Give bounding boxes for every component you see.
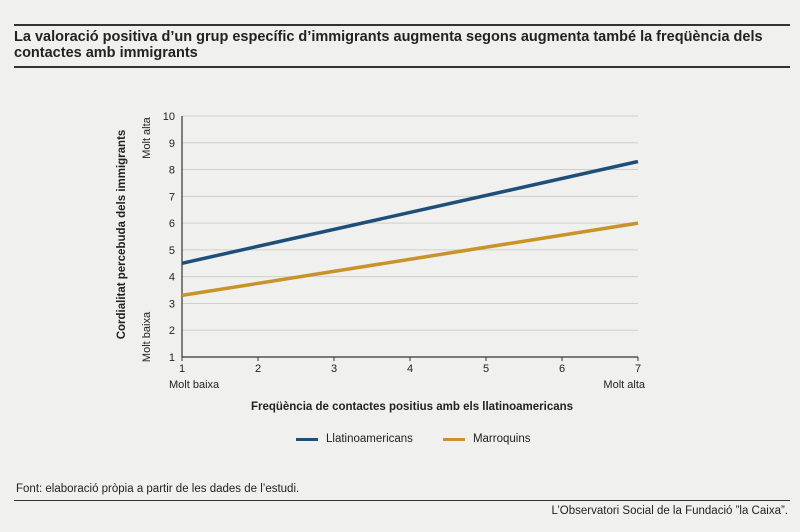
series-line-2	[181, 221, 639, 298]
x-tick-label: 3	[331, 363, 337, 375]
title-rule	[14, 66, 790, 68]
chart-legend: Llatinoamericans Marroquins	[296, 433, 560, 445]
x-tick-label: 4	[407, 363, 413, 375]
x-axis-title: Freqüència de contactes positius amb els…	[251, 401, 573, 413]
legend-swatch-llatinoamericans	[296, 437, 318, 441]
bottom-rule	[14, 500, 790, 501]
chart-title: La valoració positiva d’un grup específi…	[14, 29, 763, 61]
credit-line: L’Observatori Social de la Fundació ”la …	[551, 505, 788, 517]
x-tick-label: 2	[255, 363, 261, 375]
y-axis-title: Cordialitat percebuda dels immigrants	[116, 130, 128, 340]
x-axis-ticks: 1 2 3 4 5 6 7	[179, 357, 641, 375]
source-note: Font: elaboració pròpia a partir de les …	[16, 483, 300, 495]
x-tick-label: 5	[483, 363, 489, 375]
y-tick-label: 6	[169, 218, 175, 230]
x-tick-label: 7	[635, 363, 641, 375]
x-tick-label: 6	[559, 363, 565, 375]
top-rule	[14, 24, 790, 26]
y-tick-label: 7	[169, 191, 175, 203]
y-tick-label: 1	[169, 352, 175, 364]
y-tick-label: 2	[169, 325, 175, 337]
legend-label-marroquins: Marroquins	[472, 433, 531, 445]
legend-item-marroquins: Marroquins	[442, 433, 531, 445]
y-tick-label: 5	[169, 245, 175, 257]
y-tick-label: 3	[169, 298, 175, 310]
x-axis-high-label: Molt alta	[603, 379, 645, 391]
legend-swatch-marroquins	[442, 437, 465, 441]
y-tick-label: 10	[163, 111, 175, 123]
series-lines	[181, 159, 639, 298]
x-tick-label: 1	[179, 363, 185, 375]
y-tick-label: 9	[169, 138, 175, 150]
x-axis-low-label: Molt baixa	[169, 379, 220, 391]
line-chart: 1 2 3 4 5 6 7 8 9 10 1 2 3 4 5 6 7 Molt baixa Molt alta…	[116, 111, 646, 413]
series-line-1	[181, 159, 639, 265]
y-tick-label: 8	[169, 165, 175, 177]
y-axis-high-label: Molt alta	[141, 116, 153, 158]
y-axis-ticks: 1 2 3 4 5 6 7 8 9 10	[163, 111, 175, 364]
legend-label-llatinoamericans: Llatinoamericans	[326, 433, 413, 445]
y-tick-label: 4	[169, 272, 175, 284]
y-axis-low-label: Molt baixa	[141, 311, 153, 362]
grid-lines	[181, 115, 638, 358]
legend-item-llatinoamericans: Llatinoamericans	[296, 433, 413, 445]
